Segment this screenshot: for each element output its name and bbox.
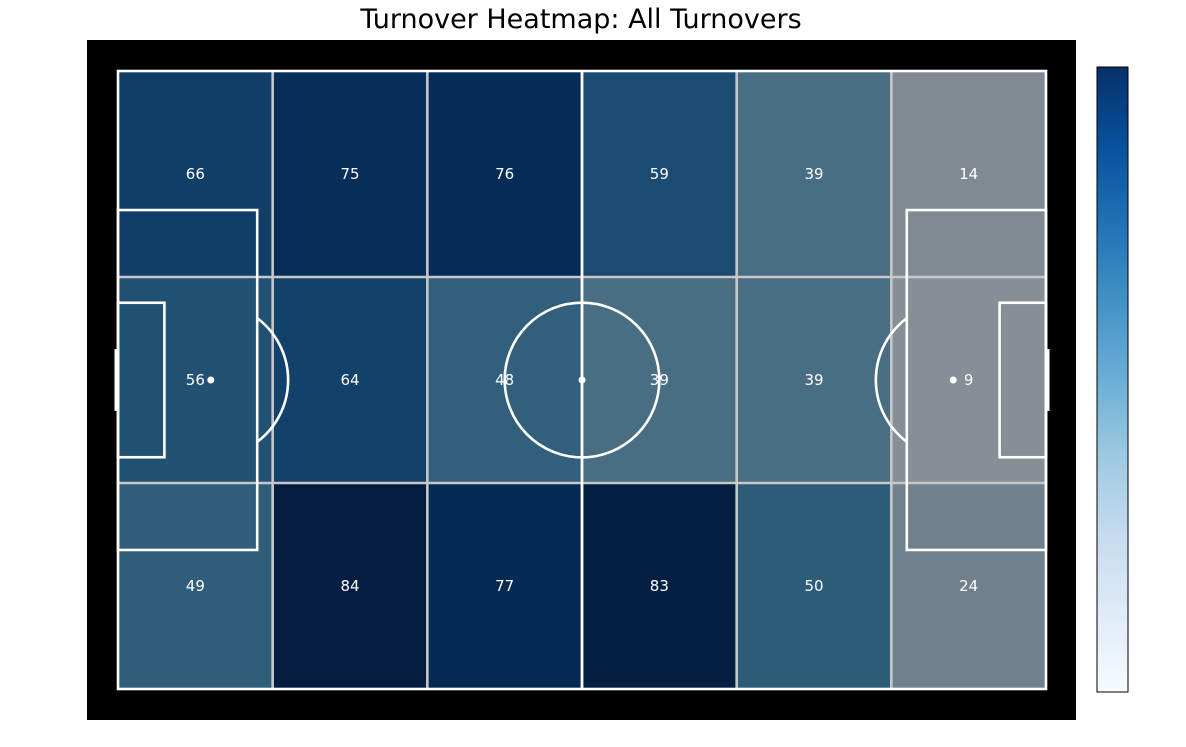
center-circle	[503, 301, 661, 459]
cell-value-label: 56	[186, 371, 205, 389]
chart-title: Turnover Heatmap: All Turnovers	[360, 4, 802, 35]
cell-value-label: 76	[495, 165, 514, 183]
cell-value-label: 64	[340, 371, 359, 389]
heatmap-cell	[118, 71, 273, 277]
heatmap-cell	[891, 277, 1046, 483]
cell-value-label: 77	[495, 577, 514, 595]
cell-value-label: 39	[804, 371, 823, 389]
heatmap-cell	[891, 483, 1046, 689]
cell-value-label: 50	[804, 577, 823, 595]
heatmap-cell	[272, 71, 428, 277]
heatmap-cell	[736, 483, 892, 689]
heatmap-cell	[272, 483, 428, 689]
cell-value-label: 83	[650, 577, 669, 595]
heatmap-cell	[427, 71, 582, 277]
cell-value-label: 24	[959, 577, 978, 595]
cell-value-label: 75	[340, 165, 359, 183]
heatmap-cell	[736, 277, 892, 483]
cell-value-label: 39	[650, 371, 669, 389]
cell-value-label: 9	[964, 371, 974, 389]
center-spot	[578, 376, 586, 384]
heatmap-cell	[427, 483, 582, 689]
left-penalty-arc	[256, 317, 290, 443]
cell-value-label: 49	[186, 577, 205, 595]
heatmap-cell	[118, 277, 273, 483]
heatmap-cell	[736, 71, 892, 277]
heatmap-cell	[272, 277, 428, 483]
cell-value-label: 66	[186, 165, 205, 183]
heatmap-cell	[891, 71, 1046, 277]
heatmap-cell	[118, 483, 273, 689]
right-penalty-spot	[949, 376, 957, 384]
cell-value-label: 14	[959, 165, 978, 183]
cell-value-label: 48	[495, 371, 514, 389]
colorbar	[1096, 66, 1129, 693]
left-penalty-spot	[207, 376, 215, 384]
heatmap-cell	[582, 71, 737, 277]
cell-value-label: 59	[650, 165, 669, 183]
heatmap-cell	[582, 483, 737, 689]
cell-value-label: 84	[340, 577, 359, 595]
cell-value-label: 39	[804, 165, 823, 183]
right-penalty-arc	[874, 317, 908, 443]
